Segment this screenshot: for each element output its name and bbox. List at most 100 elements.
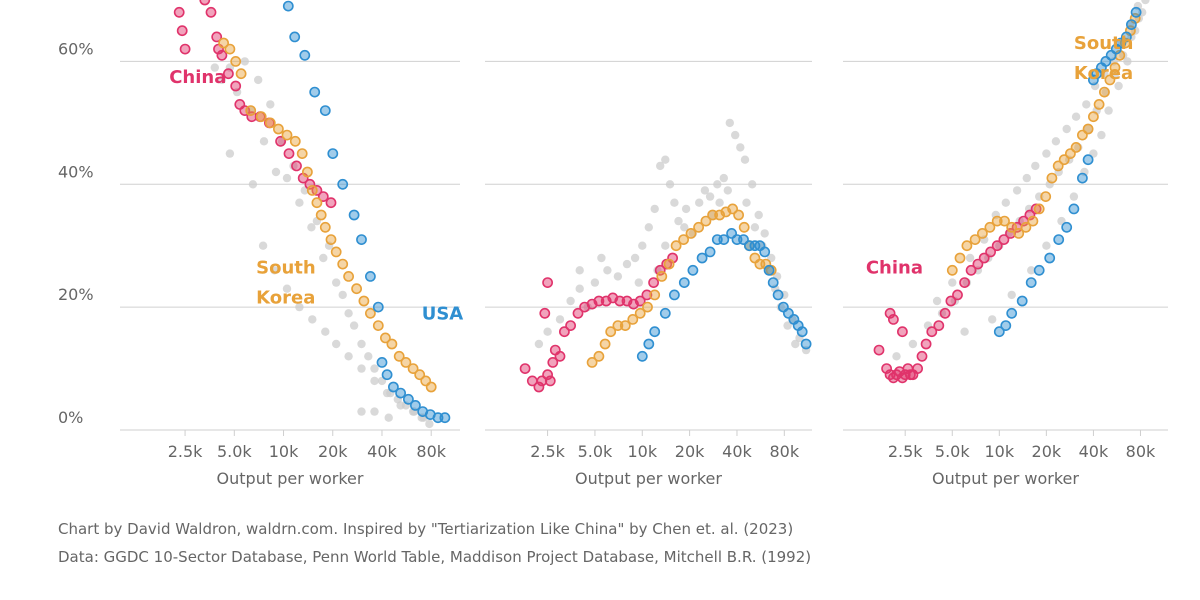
x-tick-label: 80k [769,442,799,461]
point-other-countries [271,167,281,177]
points-group [873,0,1150,384]
point-other-countries [349,321,359,330]
point-china [199,0,211,6]
point-south-korea [999,215,1010,227]
point-china [593,295,605,307]
x-axis-title: Output per worker [575,469,722,488]
point-south-korea [245,105,257,116]
annotation-china: China [169,67,226,88]
point-usa [1000,320,1012,331]
point-china [230,80,242,92]
point-china [965,264,977,276]
point-other-countries [661,155,670,164]
point-usa [772,289,784,301]
x-tick-label: 2.5k [168,442,203,461]
point-usa [289,31,301,43]
point-south-korea [599,338,611,350]
point-other-countries [681,204,691,214]
point-other-countries [603,266,612,275]
panel-agriculture-share: 2.5k 5.0k 10k 20k 40k 80k Output per worker Chi… [120,0,463,488]
point-south-korea [634,307,646,319]
footer-credit: Chart by David Waldron, waldrn.com. Insp… [58,520,794,538]
point-other-countries [1141,0,1150,5]
point-usa [678,277,690,288]
point-usa [643,338,655,350]
point-south-korea [700,215,712,227]
point-other-countries [665,180,675,189]
point-other-countries [332,278,341,287]
point-south-korea [1013,227,1025,239]
point-south-korea [991,215,1003,227]
point-china [978,252,990,264]
annotation-line: South [256,257,316,278]
point-usa [409,399,421,411]
point-other-countries [736,143,745,152]
point-usa [1121,31,1132,43]
point-other-countries [892,352,901,361]
point-other-countries [534,339,544,349]
point-south-korea [1020,221,1032,233]
x-tick-label: 5.0k [935,442,970,461]
point-south-korea [330,246,342,258]
point-south-korea [1058,154,1070,166]
point-other-countries [225,149,235,158]
point-south-korea [289,135,301,147]
point-other-countries [695,198,704,207]
point-china [211,31,223,43]
point-other-countries [634,278,643,287]
point-china [952,289,963,301]
point-other-countries [674,216,683,226]
point-south-korea [1006,221,1018,233]
point-china [325,197,337,209]
point-other-countries [783,321,792,330]
point-other-countries [282,284,292,293]
point-south-korea [1070,141,1082,153]
point-south-korea [319,221,331,233]
x-tick-label: 80k [1126,442,1156,461]
point-other-countries [357,339,366,349]
point-usa [387,381,399,393]
point-other-countries [988,315,997,324]
point-usa [364,270,376,282]
point-south-korea [946,264,958,276]
x-tick-label: 80k [416,442,446,461]
point-other-countries [357,364,366,373]
point-usa [299,49,311,61]
point-south-korea [386,338,398,350]
point-other-countries [1027,266,1036,275]
point-other-countries [282,173,292,183]
point-south-korea [733,209,744,221]
point-other-countries [338,290,347,300]
annotation-south-korea: South Korea [1074,33,1134,84]
point-south-korea [678,234,689,245]
annotation-line: China [169,67,226,88]
point-usa [718,234,730,245]
point-china [972,258,984,270]
point-other-countries [680,223,689,232]
point-other-countries [259,137,269,146]
point-china [222,68,234,80]
point-south-korea [393,350,405,362]
point-south-korea [1109,62,1121,73]
point-china [565,320,576,331]
point-other-countries [210,63,219,72]
point-other-countries [254,75,263,85]
point-china [873,344,885,356]
panel-industry-share: 2.5k 5.0k 10k 20k 40k 80k Output per worker [485,60,812,488]
point-china [634,295,646,307]
point-south-korea [670,240,682,252]
point-other-countries [370,376,379,386]
point-south-korea [230,56,242,67]
point-usa [796,326,808,338]
point-south-korea [235,68,247,80]
point-usa [395,387,406,399]
point-other-countries [754,210,763,220]
point-south-korea [605,326,617,338]
point-other-countries [742,198,751,207]
point-other-countries [630,253,640,263]
point-usa [687,264,699,276]
point-usa [1006,307,1018,319]
point-usa [439,412,451,424]
point-other-countries [370,407,379,416]
point-other-countries [295,198,304,207]
